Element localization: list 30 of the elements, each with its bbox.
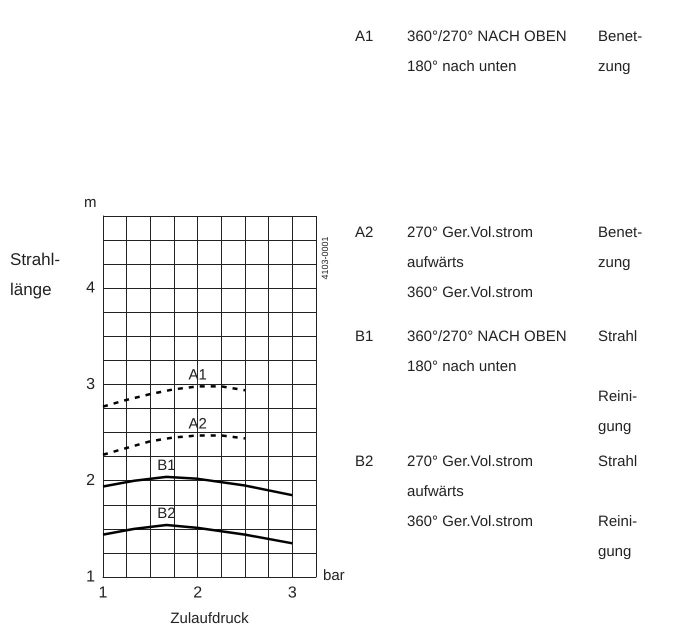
text: A2: [355, 223, 374, 243]
text: bar: [323, 567, 345, 584]
text: B2: [355, 452, 374, 472]
text: Strahl Reini- gung: [598, 453, 638, 560]
text: 270° Ger.Vol.strom aufwärts 360° Ger.Vol.strom: [407, 223, 534, 303]
y-axis-title: Strahl- länge: [10, 249, 60, 301]
line-series: [102, 476, 294, 496]
x-tick-label: 2: [193, 584, 202, 602]
text: 360°/270° NACH OBEN 180° nach unten: [407, 27, 568, 77]
line-series: [102, 524, 294, 545]
line-series: [102, 385, 246, 408]
text: B1: [355, 327, 374, 347]
x-tick-label: 3: [288, 584, 297, 602]
y-tick-label: 3: [86, 376, 96, 393]
text: A1: [355, 27, 374, 47]
text: 4103-0001: [320, 236, 330, 280]
text: m: [84, 194, 96, 211]
x-axis-title: Zulaufdruck: [170, 610, 250, 627]
line-series: [102, 434, 246, 456]
x-tick-label: 1: [98, 584, 108, 602]
text: 270° Ger.Vol.strom aufwärts 360° Ger.Vol.strom: [407, 452, 534, 532]
y-tick-label: 4: [86, 280, 96, 297]
y-tick-label: 2: [86, 472, 96, 490]
series-label: B1: [157, 456, 176, 474]
series-label: B2: [157, 505, 176, 522]
text: Strahl Reini- gung: [598, 328, 638, 435]
text: Benet- zung: [598, 27, 644, 77]
y-tick-label: 1: [86, 568, 96, 586]
text: Benet- zung: [598, 223, 644, 273]
text: 360°/270° NACH OBEN 180° nach unten: [407, 327, 568, 377]
